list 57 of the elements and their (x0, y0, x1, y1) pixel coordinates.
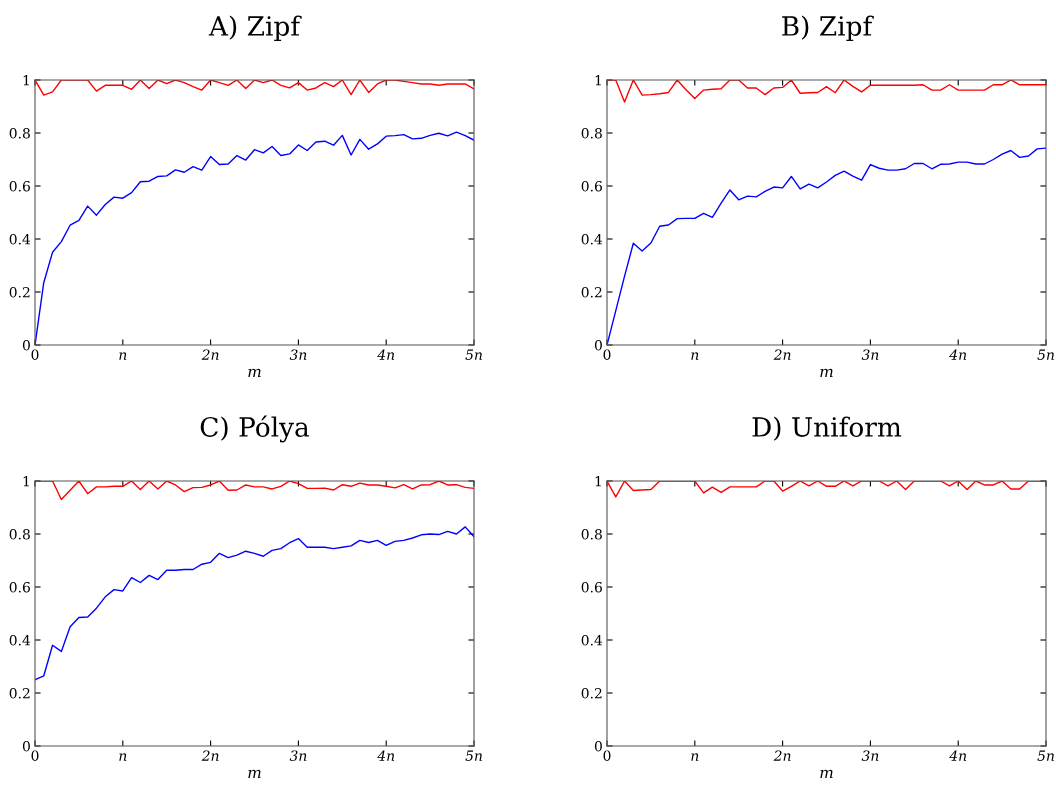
y-tick-label: 0.6 (581, 581, 602, 593)
x-axis-title: m (820, 769, 833, 778)
x-tick-label: 4n (377, 750, 395, 761)
y-tick-label: 0.2 (9, 687, 30, 699)
y-tick-label: 0 (22, 740, 30, 752)
x-tick-label: 4n (949, 750, 967, 761)
chart-title: B) Zipf (782, 15, 874, 42)
y-tick-label: 0.2 (9, 286, 30, 298)
y-tick-label: 0 (594, 740, 602, 752)
y-tick-label: 1 (595, 74, 601, 86)
x-tick-label: 3n (289, 349, 307, 360)
line-series (35, 526, 474, 681)
x-axis-title: m (248, 769, 261, 778)
y-tick-label: 0.8 (9, 528, 30, 540)
y-tick-label: 0.2 (581, 687, 602, 699)
x-tick-label: 2n (773, 349, 791, 360)
chart-title: C) Pólya (200, 415, 310, 443)
y-tick-label: 0.4 (9, 634, 31, 646)
x-tick-label: 4n (949, 349, 967, 360)
x-tick-label: n (119, 753, 127, 761)
x-tick-label: n (691, 753, 699, 761)
x-tick-label: 0 (603, 750, 611, 761)
x-tick-label: 3n (861, 750, 879, 761)
x-tick-label: 5n (465, 750, 482, 761)
x-tick-label: 2n (773, 750, 791, 761)
y-tick-label: 0.6 (9, 581, 30, 593)
y-tick-label: 1 (23, 74, 29, 86)
x-tick-label: 2n (201, 750, 219, 761)
y-tick-label: 0.2 (581, 286, 602, 298)
y-tick-label: 1 (23, 475, 29, 487)
x-tick-label: 0 (31, 750, 39, 761)
chart-title: A) Zipf (208, 15, 302, 42)
y-tick-label: 0.4 (581, 233, 603, 245)
x-tick-label: 2n (201, 349, 219, 360)
chart-title: D) Uniform (752, 416, 902, 441)
y-tick-label: 0.8 (581, 528, 602, 540)
y-tick-label: 0.4 (9, 233, 31, 245)
x-axis-title: m (820, 368, 833, 377)
x-tick-label: n (691, 352, 699, 360)
y-tick-label: 0.8 (581, 127, 602, 139)
y-tick-label: 0.4 (581, 634, 603, 646)
x-axis-title: m (248, 368, 261, 377)
y-tick-label: 0.6 (581, 180, 602, 192)
y-tick-label: 0 (594, 339, 602, 351)
y-tick-label: 1 (595, 475, 601, 487)
x-tick-label: n (119, 352, 127, 360)
x-tick-label: 0 (31, 349, 39, 360)
x-tick-label: 5n (465, 349, 482, 360)
x-tick-label: 3n (289, 750, 307, 761)
y-tick-label: 0 (22, 339, 30, 351)
x-tick-label: 5n (1037, 750, 1054, 761)
x-tick-label: 3n (861, 349, 879, 360)
x-tick-label: 5n (1037, 349, 1054, 360)
y-tick-label: 0.8 (9, 127, 30, 139)
x-tick-label: 0 (603, 349, 611, 360)
y-tick-label: 0.6 (9, 180, 30, 192)
x-tick-label: 4n (377, 349, 395, 360)
